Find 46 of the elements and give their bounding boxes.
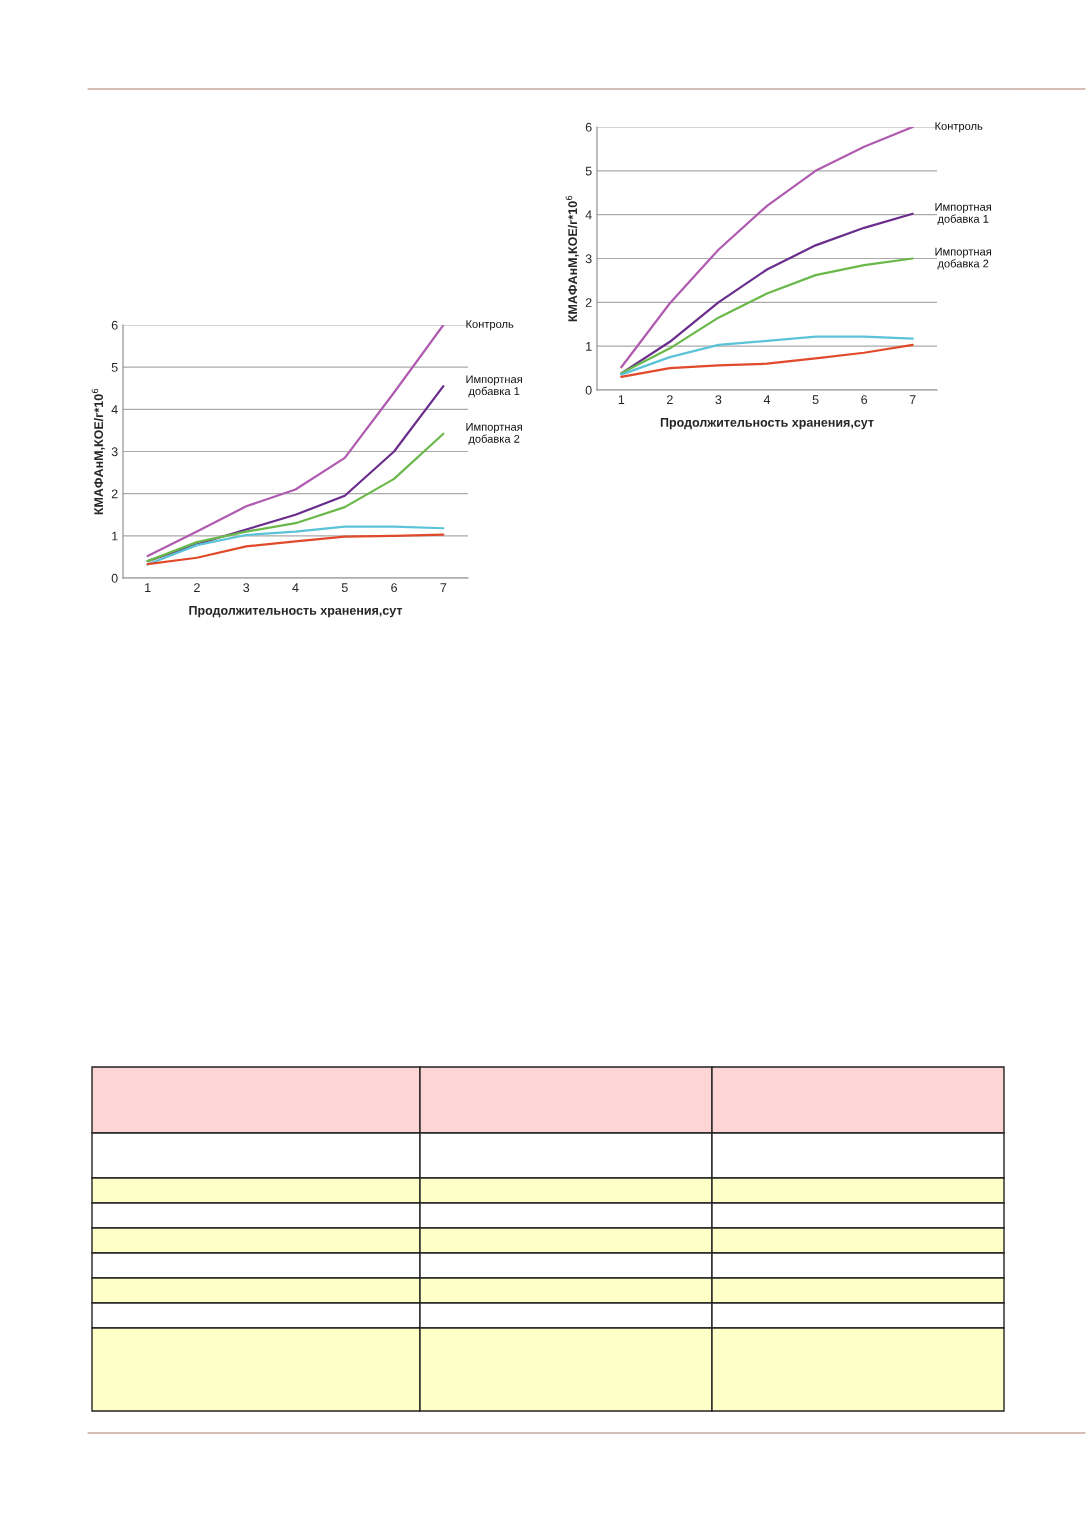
x-tick-label: 6 <box>861 395 868 405</box>
y-tick-label: 2 <box>111 489 118 499</box>
y-tick-label: 3 <box>111 447 118 457</box>
line-series <box>620 257 914 375</box>
x-tick-label: 1 <box>618 395 625 404</box>
y-tick-label: 1 <box>586 342 592 351</box>
line-series <box>620 335 914 376</box>
x-tick-label: 5 <box>341 583 348 593</box>
x-tick-label: 7 <box>909 395 916 404</box>
y-tick-label: 5 <box>111 363 118 372</box>
y-tick-label: 3 <box>585 254 592 264</box>
x-axis-title: Продолжительность хранения,сут <box>660 418 874 430</box>
x-tick-label: 3 <box>243 583 250 593</box>
line-series <box>620 127 914 369</box>
x-tick-label: 7 <box>440 583 447 592</box>
text: Контроль <box>935 122 983 133</box>
line-series <box>146 432 445 563</box>
x-tick-label: 2 <box>194 583 200 592</box>
y-tick-label: 4 <box>111 405 118 414</box>
text: Контроль <box>466 320 514 331</box>
y-tick-label: 4 <box>585 210 592 220</box>
line-series <box>620 343 914 378</box>
x-axis-title: Продолжительность хранения,сут <box>189 606 403 618</box>
y-axis-title: КМАФАнМ,КОЕ/г*10$^{6}$ <box>565 195 579 322</box>
y-tick-label: 6 <box>585 122 592 132</box>
y-tick-label: 0 <box>111 573 118 583</box>
x-tick-label: 3 <box>715 395 722 405</box>
line-series <box>146 325 445 558</box>
line-series <box>146 533 445 566</box>
text: Импортная добавка 1 <box>935 203 991 225</box>
y-tick-label: 0 <box>585 385 592 395</box>
y-tick-label: 2 <box>585 298 592 307</box>
line-series <box>146 525 445 566</box>
x-tick-label: 4 <box>763 395 771 404</box>
text: Импортная добавка 1 <box>466 375 522 398</box>
text: Импортная добавка 2 <box>466 423 522 445</box>
y-tick-label: 5 <box>585 166 592 176</box>
x-tick-label: 4 <box>292 583 299 592</box>
x-tick-label: 1 <box>145 583 151 592</box>
text: Импортная добавка 2 <box>935 247 991 270</box>
x-tick-label: 2 <box>667 395 673 404</box>
y-tick-label: 1 <box>112 531 118 541</box>
y-axis-title: КМАФАнМ,КОЕ/г*10$^{6}$ <box>91 388 105 515</box>
x-tick-label: 5 <box>812 395 819 405</box>
x-tick-label: 6 <box>391 583 397 593</box>
y-tick-label: 6 <box>111 320 118 330</box>
